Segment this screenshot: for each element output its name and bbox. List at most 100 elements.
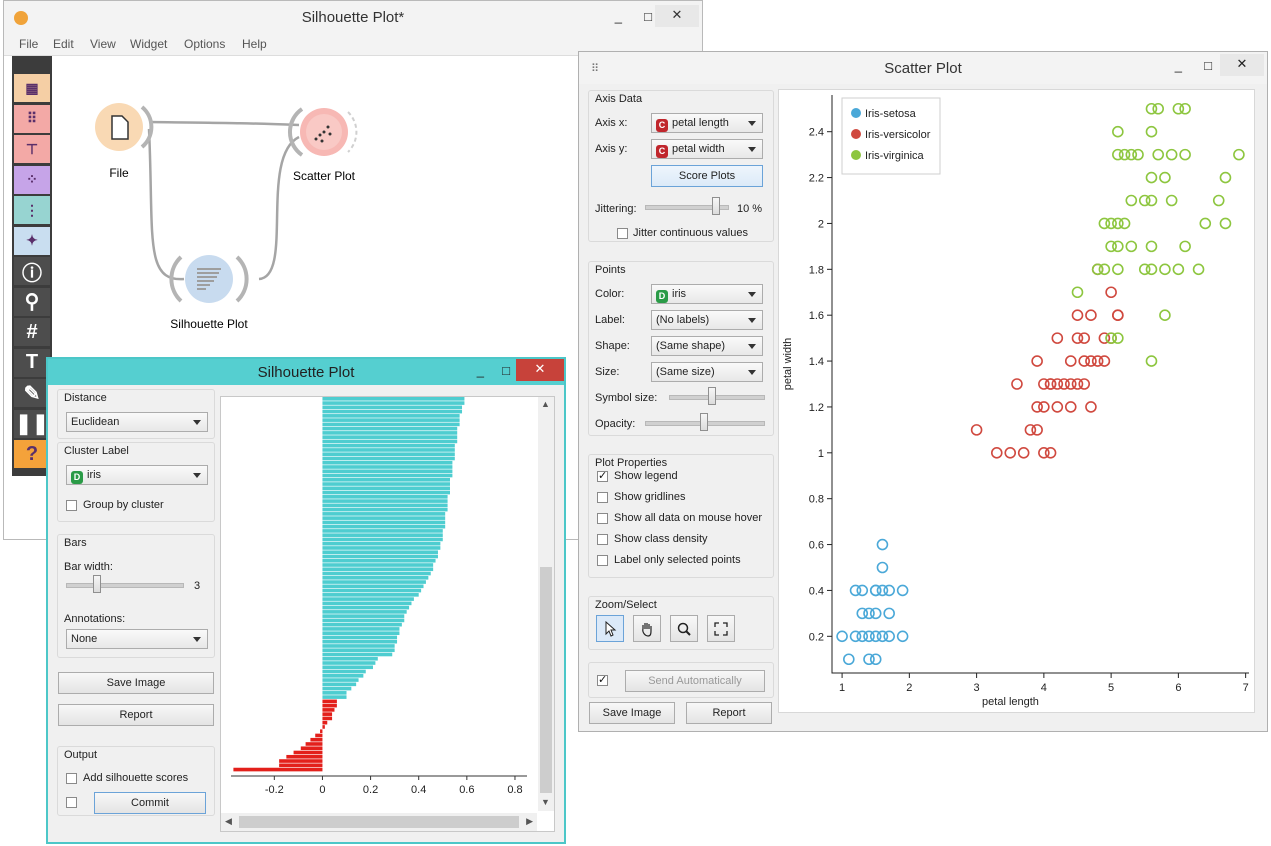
scatter-report-button[interactable]: Report — [686, 702, 772, 724]
legend-label: Iris-virginica — [865, 150, 925, 162]
minimize-button[interactable]: _ — [1174, 58, 1182, 73]
y-tick-label: 0.2 — [809, 631, 824, 643]
label-combo[interactable]: (No labels) — [651, 310, 763, 330]
scatter-point — [1152, 148, 1165, 161]
commit-button[interactable]: Commit — [94, 792, 206, 814]
menu-file[interactable]: File — [19, 37, 39, 51]
send-automatically-button[interactable]: Send Automatically — [625, 670, 765, 692]
silhouette-bar — [322, 422, 460, 427]
horizontal-scroll-thumb[interactable] — [239, 816, 519, 828]
axis-y-label: Axis y: — [595, 143, 628, 155]
plot-option-checkbox[interactable] — [597, 534, 608, 545]
toolbox-grid-button[interactable]: ⋮ — [14, 196, 50, 224]
menu-help[interactable]: Help — [242, 37, 267, 51]
jittering-handle[interactable] — [711, 197, 720, 215]
silhouette-bar — [322, 414, 460, 418]
toolbox-text-button[interactable]: T — [14, 348, 50, 377]
vertical-scrollbar[interactable]: ▲ ▼ — [538, 397, 554, 811]
toolbox-hash-button[interactable]: # — [14, 318, 50, 346]
group-by-cluster-checkbox[interactable] — [66, 500, 77, 511]
report-button[interactable]: Report — [58, 704, 214, 726]
plot-option-checkbox[interactable] — [597, 513, 608, 524]
jitter-continuous-checkbox[interactable] — [617, 228, 628, 239]
pointer-tool-button[interactable] — [596, 615, 624, 642]
silhouette-bar — [305, 742, 323, 746]
x-tick-label: 6 — [1175, 682, 1181, 694]
plot-option-checkbox[interactable] — [597, 555, 608, 566]
add-silhouette-scores-checkbox[interactable] — [66, 773, 77, 784]
jittering-track[interactable] — [645, 205, 729, 210]
toolbox-help-button[interactable]: ? — [14, 440, 50, 468]
toolbox-pen-button[interactable]: ✎ — [14, 379, 50, 407]
close-button[interactable]: ✕ — [1220, 54, 1264, 76]
scroll-right-arrow[interactable]: ▶ — [526, 816, 533, 826]
vertical-scroll-thumb[interactable] — [540, 567, 552, 793]
toolbox-scatter-button[interactable]: ⠿ — [14, 104, 50, 133]
zoom-tool-button[interactable] — [670, 615, 698, 642]
widget-toolbox: ▦ ⠿ ⊤ ⁘ ⋮ ✦ ⓘ ⚲ # T ✎ ❚❚? — [12, 56, 52, 476]
node-scatter-plot[interactable]: Scatter Plot — [288, 107, 358, 183]
toolbox-tree-button[interactable]: ⊤ — [14, 135, 50, 163]
scroll-up-arrow[interactable]: ▲ — [541, 399, 550, 409]
score-plots-button[interactable]: Score Plots — [651, 165, 763, 187]
annotations-combo[interactable]: None — [66, 629, 208, 649]
close-button[interactable]: ✕ — [516, 359, 564, 381]
maximize-button[interactable]: □ — [502, 363, 510, 378]
distance-combo[interactable]: Euclidean — [66, 412, 208, 432]
toolbox-pause-button[interactable]: ❚❚ — [14, 409, 50, 438]
toolbox-points-button[interactable]: ⁘ — [14, 165, 50, 194]
scatter-point — [1145, 125, 1158, 138]
toolbox-zoom-button[interactable]: ⚲ — [14, 287, 50, 316]
scroll-left-arrow[interactable]: ◀ — [225, 816, 232, 826]
plot-option-checkbox[interactable] — [597, 492, 608, 503]
silhouette-bar — [322, 618, 405, 623]
symbol-size-handle[interactable] — [707, 387, 716, 405]
table-icon: ▦ — [25, 79, 39, 96]
fit-tool-button[interactable] — [707, 615, 735, 642]
toolbox-table-button[interactable]: ▦ — [14, 74, 50, 102]
minimize-button[interactable]: _ — [476, 363, 484, 378]
horizontal-scrollbar[interactable]: ◀ ▶ — [221, 813, 537, 831]
node-file[interactable]: File — [95, 103, 154, 180]
scatter-point — [1071, 309, 1084, 321]
maximize-button[interactable]: □ — [1204, 58, 1212, 73]
scatter-icon: ⠿ — [26, 110, 38, 126]
minimize-button[interactable]: _ — [614, 9, 622, 24]
menu-edit[interactable]: Edit — [53, 37, 74, 51]
shape-combo[interactable]: (Same shape) — [651, 336, 763, 356]
scatter-plot-area[interactable]: 1 2 3 4 5 6 7 0.2 0.4 0.6 0.8 1 1.2 1.4 1.6 1.8 2 2.2 2.4 p… — [778, 89, 1255, 713]
commit-auto-checkbox[interactable] — [66, 797, 77, 808]
scatter-point — [1112, 309, 1124, 321]
scatter-point — [869, 584, 882, 597]
bar-width-track[interactable] — [66, 583, 184, 588]
bar-width-handle[interactable] — [93, 575, 101, 593]
scroll-down-arrow[interactable]: ▼ — [541, 797, 550, 807]
send-automatically-checkbox[interactable]: ✓ — [597, 674, 608, 686]
toolbox-star-button[interactable]: ✦ — [14, 226, 50, 255]
maximize-button[interactable]: □ — [644, 9, 652, 24]
size-combo[interactable]: (Same size) — [651, 362, 763, 382]
menu-options[interactable]: Options — [184, 37, 226, 51]
scatter-point — [1038, 378, 1050, 390]
symbol-size-track[interactable] — [669, 395, 765, 400]
save-image-button[interactable]: Save Image — [58, 672, 214, 694]
close-button[interactable]: ✕ — [655, 5, 699, 27]
scatter-point — [1105, 217, 1117, 230]
y-tick-label: 0.4 — [809, 585, 824, 597]
plot-option-checkbox[interactable]: ✓ — [597, 470, 608, 482]
menu-widget[interactable]: Widget — [130, 37, 168, 51]
menu-view[interactable]: View — [90, 37, 116, 51]
y-tick-label: 1.4 — [809, 356, 824, 368]
scatter-save-image-button[interactable]: Save Image — [589, 702, 675, 724]
opacity-handle[interactable] — [700, 413, 708, 431]
pan-tool-button[interactable] — [633, 615, 661, 642]
node-silhouette-plot[interactable]: Silhouette Plot — [169, 255, 249, 331]
scatter-chart[interactable]: 1 2 3 4 5 6 7 0.2 0.4 0.6 0.8 1 1.2 1.4 1.6 1.8 2 2.2 2.4 p… — [779, 90, 1254, 712]
scatter-point — [1051, 332, 1064, 344]
toolbox-info-button[interactable]: ⓘ — [14, 257, 50, 285]
plot-properties-group: Plot Properties ✓ Show legend Show gridlin… — [588, 454, 774, 578]
